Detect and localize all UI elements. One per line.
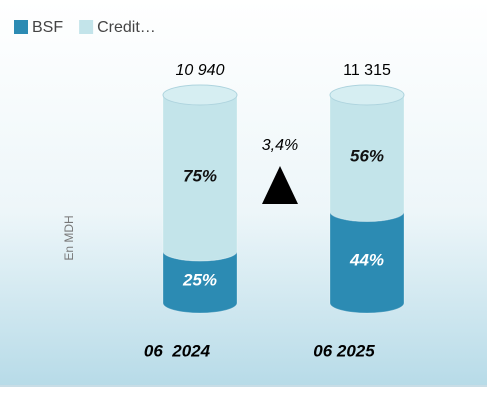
- x-tick-label: 06 2024: [144, 341, 211, 360]
- legend-label: Credit…: [97, 19, 156, 36]
- legend-swatch: [14, 20, 28, 34]
- value-label: 75%: [183, 166, 217, 185]
- x-tick-label: 06 2025: [313, 341, 375, 360]
- value-label: 56%: [350, 147, 384, 166]
- panel: [0, 0, 487, 386]
- change-label: 3,4%: [262, 137, 298, 154]
- total-label: 11 315: [343, 62, 391, 79]
- y-axis-label: En MDH: [62, 215, 76, 260]
- change-arrow: [262, 166, 298, 204]
- value-label: 25%: [182, 270, 217, 289]
- legend-label: BSF: [32, 19, 63, 36]
- cylinder-top: [162, 84, 238, 106]
- value-label: 44%: [349, 251, 384, 270]
- legend-swatch: [79, 20, 94, 34]
- total-label: 10 940: [176, 62, 225, 79]
- cylinder-top: [329, 84, 405, 106]
